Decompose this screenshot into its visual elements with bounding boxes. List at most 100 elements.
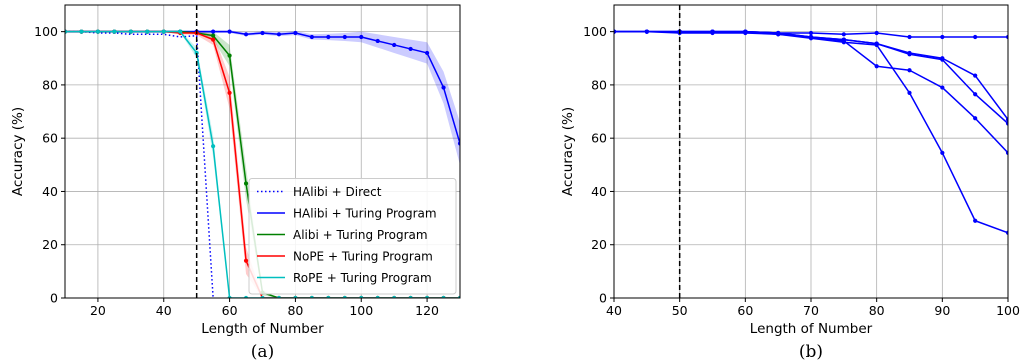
data-point	[260, 30, 265, 36]
data-point	[243, 295, 249, 298]
data-point	[309, 34, 314, 40]
legend: HAlibi + Direct HAlibi + Turing Program Al…	[248, 178, 457, 295]
data-point	[293, 295, 298, 298]
data-point	[112, 29, 117, 34]
data-point	[1005, 230, 1008, 235]
x-tick-label: 40	[156, 303, 172, 318]
data-point	[940, 57, 945, 62]
y-tick-label: 20	[42, 237, 58, 252]
data-point	[211, 29, 216, 34]
data-point	[276, 295, 282, 298]
data-point	[161, 29, 166, 34]
data-point	[457, 295, 460, 298]
data-point	[342, 34, 347, 40]
data-point	[211, 33, 216, 38]
y-tick-label: 0	[599, 291, 607, 306]
y-axis-label: Accuracy (%)	[10, 107, 26, 196]
data-point	[211, 144, 216, 149]
x-tick-label: 40	[606, 303, 622, 318]
data-point	[940, 150, 945, 155]
data-point	[79, 29, 84, 34]
panel-caption: (b)	[799, 342, 823, 362]
data-point	[260, 295, 265, 298]
data-point	[392, 42, 397, 48]
axes-frame	[64, 4, 461, 299]
x-tick-label: 90	[934, 303, 950, 318]
data-point	[973, 116, 978, 121]
data-point	[874, 42, 879, 48]
data-point	[973, 218, 978, 223]
data-point	[710, 30, 715, 36]
data-point	[342, 295, 347, 298]
legend-label-4: RoPE + Turing Program	[293, 271, 432, 285]
data-point	[293, 30, 298, 36]
data-point	[211, 37, 216, 42]
x-tick-label: 80	[287, 303, 303, 318]
x-tick-label: 100	[996, 303, 1020, 318]
data-point	[145, 29, 150, 34]
data-point	[227, 90, 232, 95]
x-tick-label: 60	[737, 303, 753, 318]
legend-label-0: HAlibi + Direct	[293, 185, 382, 199]
grid	[613, 5, 1009, 299]
y-tick-label: 40	[42, 184, 58, 199]
data-point	[973, 73, 978, 78]
data-point	[808, 30, 814, 36]
x-tick-label: 100	[349, 303, 373, 318]
data-point	[940, 85, 945, 90]
data-point	[178, 29, 183, 34]
y-tick-label: 60	[42, 131, 58, 146]
data-point	[841, 40, 846, 45]
data-point	[243, 181, 249, 186]
data-point	[614, 29, 617, 34]
data-point	[1005, 121, 1008, 126]
plot-area	[65, 29, 460, 298]
data-point	[907, 52, 912, 57]
data-point	[776, 32, 781, 37]
data-point	[841, 32, 846, 37]
data-point	[424, 50, 430, 56]
x-tick-label: 20	[90, 303, 106, 318]
data-point	[441, 295, 446, 298]
x-tick-label: 50	[672, 303, 688, 318]
legend-label-2: Alibi + Turing Program	[293, 228, 428, 242]
panel-caption: (a)	[251, 342, 274, 362]
data-point	[408, 46, 413, 52]
data-point	[326, 295, 331, 298]
x-tick-label: 70	[803, 303, 819, 318]
data-point	[441, 85, 446, 90]
x-axis-label: Length of Number	[201, 321, 324, 337]
y-tick-label: 100	[583, 24, 607, 39]
data-point	[359, 295, 364, 298]
legend-label-1: HAlibi + Turing Program	[293, 207, 437, 221]
data-point	[408, 295, 413, 298]
data-point	[808, 36, 814, 41]
data-point	[359, 34, 364, 40]
data-point	[243, 32, 249, 37]
data-point	[940, 34, 945, 40]
data-point	[227, 295, 232, 298]
y-tick-label: 0	[50, 291, 58, 306]
data-point	[644, 29, 649, 34]
x-axis-label: Length of Number	[750, 321, 873, 337]
data-point	[326, 34, 331, 40]
data-point	[227, 29, 232, 34]
y-tick-label: 80	[591, 77, 607, 92]
data-point	[128, 29, 133, 34]
data-point	[424, 295, 430, 298]
data-point	[392, 295, 397, 298]
data-point	[243, 258, 249, 263]
y-tick-label: 40	[591, 184, 607, 199]
data-point	[973, 34, 978, 40]
chart-a: 20 40 60 80 100 120 0 20 40 60 80 100 Length of Numb…	[10, 4, 461, 362]
chart-b: 40 50 60 70 80 90 100 0 20 40 60 80 100 Length of Num…	[560, 4, 1020, 362]
data-point	[276, 32, 282, 37]
data-point	[973, 92, 978, 97]
data-point	[375, 38, 380, 44]
data-point	[95, 29, 101, 34]
data-point	[1005, 117, 1008, 122]
y-tick-label: 80	[42, 77, 58, 92]
data-point	[457, 141, 460, 146]
data-point	[227, 53, 232, 58]
